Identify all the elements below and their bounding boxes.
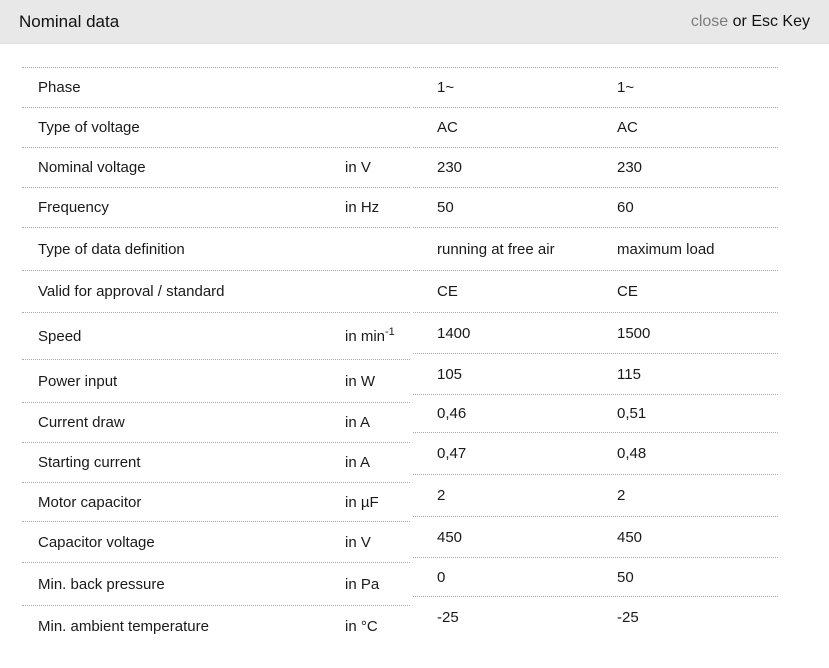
table-row: 50 60 (413, 188, 778, 228)
row-label: Min. back pressure (38, 575, 165, 593)
row-label: Motor capacitor (38, 493, 142, 511)
row-label: Min. ambient temperature (38, 618, 209, 635)
row-unit: in V (345, 159, 371, 176)
row-label: Nominal voltage (38, 159, 146, 176)
table-row: 0 50 (413, 558, 778, 597)
row-value-2: 1~ (617, 79, 635, 96)
row-label: Frequency (38, 199, 109, 216)
row-value-2: 50 (617, 568, 634, 586)
row-value-2: 2 (617, 487, 626, 504)
row-value-1: running at free air (437, 240, 555, 258)
row-value-1: 0,46 (437, 405, 467, 422)
row-label: Starting current (38, 454, 141, 471)
row-value-1: 105 (437, 365, 463, 383)
row-value-1: 1400 (437, 324, 471, 342)
row-label: Valid for approval / standard (38, 283, 225, 300)
row-value-1: 450 (437, 528, 463, 546)
table-row: running at free air maximum load (413, 228, 778, 271)
row-value-2: 0,51 (617, 405, 647, 422)
labels-units-table: Phase Type of voltage Nominal voltage in V F… (22, 67, 410, 647)
table-row: Motor capacitor in µF (22, 483, 410, 522)
table-row: Capacitor voltage in V (22, 522, 410, 563)
row-label: Current draw (38, 414, 125, 431)
row-value-2: -25 (617, 609, 639, 626)
row-value-2: 230 (617, 159, 643, 176)
row-value-1: 1~ (437, 79, 455, 96)
row-value-2: CE (617, 283, 638, 300)
table-row: 450 450 (413, 517, 778, 558)
table-row: Nominal voltage in V (22, 148, 410, 188)
row-value-1: 50 (437, 199, 454, 216)
overlay-header: Nominal data close or Esc Key (0, 0, 829, 44)
row-value-1: -25 (437, 609, 459, 626)
row-unit: in °C (345, 618, 378, 635)
table-row: Speed in min-1 (22, 313, 410, 360)
row-value-2: 1500 (617, 324, 651, 342)
row-label: Type of voltage (38, 119, 140, 136)
row-unit: in W (345, 372, 375, 390)
table-row: AC AC (413, 108, 778, 148)
table-row: 1400 1500 (413, 313, 778, 354)
table-row: Phase (22, 68, 410, 108)
table-row: 1~ 1~ (413, 68, 778, 108)
row-value-1: AC (437, 119, 458, 136)
table-row: Power input in W (22, 360, 410, 403)
table-row: 0,46 0,51 (413, 395, 778, 433)
table-row: Current draw in A (22, 403, 410, 443)
table-row: 0,47 0,48 (413, 433, 778, 475)
row-unit: in min-1 (345, 325, 395, 345)
row-value-1: CE (437, 283, 458, 300)
row-unit: in Hz (345, 199, 380, 216)
table-row: Valid for approval / standard (22, 271, 410, 313)
close-hint: or Esc Key (732, 12, 810, 30)
row-unit: in A (345, 454, 371, 471)
row-value-1: 0 (437, 568, 446, 586)
table-row: 230 230 (413, 148, 778, 188)
row-value-2: 0,48 (617, 445, 647, 462)
row-value-1: 230 (437, 159, 463, 176)
row-label: Power input (38, 372, 118, 390)
table-row: -25 -25 (413, 597, 778, 638)
row-label: Capacitor voltage (38, 533, 155, 551)
row-value-2: maximum load (617, 240, 715, 258)
table-row: Frequency in Hz (22, 188, 410, 228)
row-value-2: 450 (617, 528, 643, 546)
table-row: Min. back pressure in Pa (22, 563, 410, 606)
table-row: Type of data definition (22, 228, 410, 271)
row-unit: in µF (345, 493, 379, 511)
row-value-2: AC (617, 119, 638, 136)
table-row: Starting current in A (22, 443, 410, 483)
close-button[interactable]: close (690, 12, 729, 30)
overlay-title: Nominal data (19, 11, 120, 31)
close-area: close or Esc Key (691, 13, 810, 31)
row-value-2: 115 (617, 365, 641, 383)
row-label: Speed (38, 327, 82, 345)
row-value-1: 2 (437, 487, 446, 504)
unit-superscript: -1 (385, 325, 395, 338)
table-row: Type of voltage (22, 108, 410, 148)
row-value-1: 0,47 (437, 445, 467, 462)
values-table: 1~ 1~ AC AC 230 230 50 60 running at free air max… (413, 67, 778, 638)
row-value-2: 60 (617, 199, 634, 216)
row-unit: in V (345, 533, 371, 551)
row-label: Type of data definition (38, 240, 185, 258)
row-label: Phase (38, 79, 81, 96)
table-row: 105 115 (413, 354, 778, 395)
table-row: Min. ambient temperature in °C (22, 606, 410, 647)
row-unit: in A (345, 414, 371, 431)
row-unit: in Pa (345, 575, 380, 593)
table-row: CE CE (413, 271, 778, 313)
